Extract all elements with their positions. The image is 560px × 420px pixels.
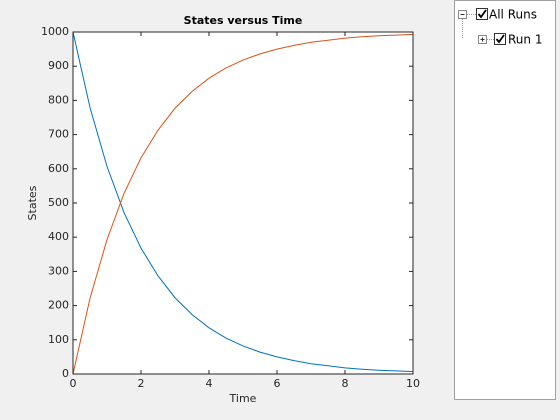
y-tick-label: 0 bbox=[62, 367, 69, 380]
y-tick-label: 900 bbox=[48, 59, 69, 72]
x-tick-label: 4 bbox=[206, 377, 213, 390]
checkbox[interactable] bbox=[494, 33, 506, 45]
x-tick-label: 2 bbox=[138, 377, 145, 390]
tree-panel bbox=[454, 0, 556, 400]
y-tick-label: 700 bbox=[48, 128, 69, 141]
y-tick-label: 200 bbox=[48, 299, 69, 312]
x-tick-label: 8 bbox=[342, 377, 349, 390]
y-tick-label: 1000 bbox=[41, 25, 69, 38]
x-tick-label: 10 bbox=[406, 377, 420, 390]
y-tick-label: 600 bbox=[48, 162, 69, 175]
checkbox[interactable] bbox=[476, 8, 488, 20]
y-tick-label: 100 bbox=[48, 333, 69, 346]
check-mark bbox=[495, 34, 505, 44]
y-tick-label: 500 bbox=[48, 196, 69, 209]
x-tick-label: 0 bbox=[70, 377, 77, 390]
y-axis-label: States bbox=[26, 185, 39, 220]
check-mark bbox=[477, 9, 487, 19]
tree-node[interactable]: Run 1 bbox=[478, 33, 543, 47]
y-tick-label: 300 bbox=[48, 264, 69, 277]
series-line bbox=[72, 33, 414, 375]
axes-box bbox=[72, 31, 414, 375]
plot-area bbox=[73, 32, 413, 374]
y-tick-label: 400 bbox=[48, 230, 69, 243]
tree-label[interactable]: All Runs bbox=[489, 8, 537, 22]
chart-title: States versus Time bbox=[184, 14, 303, 27]
series-line bbox=[72, 31, 414, 373]
x-axis-label: Time bbox=[229, 392, 257, 405]
tree-label[interactable]: Run 1 bbox=[508, 33, 542, 47]
tree-node[interactable]: All Runs bbox=[458, 8, 537, 22]
y-tick-label: 800 bbox=[48, 93, 69, 106]
x-tick-label: 6 bbox=[274, 377, 281, 390]
